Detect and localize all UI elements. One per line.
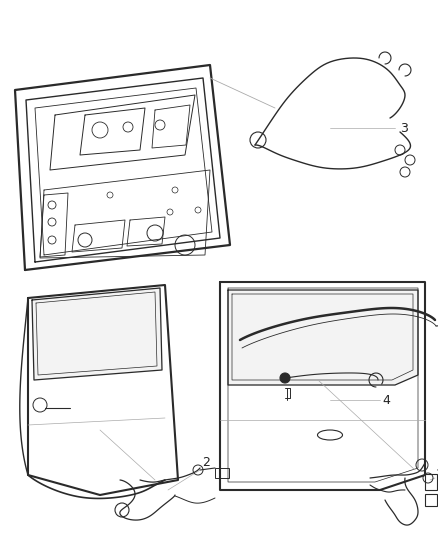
Text: 2: 2 [202, 456, 210, 469]
Text: 1: 1 [436, 469, 438, 481]
Text: 3: 3 [400, 122, 408, 134]
Bar [425, 494, 437, 506]
Bar [215, 468, 229, 478]
Polygon shape [228, 290, 418, 385]
Bar [425, 474, 437, 490]
Circle shape [280, 373, 290, 383]
Polygon shape [32, 288, 162, 380]
Text: 4: 4 [382, 393, 390, 407]
